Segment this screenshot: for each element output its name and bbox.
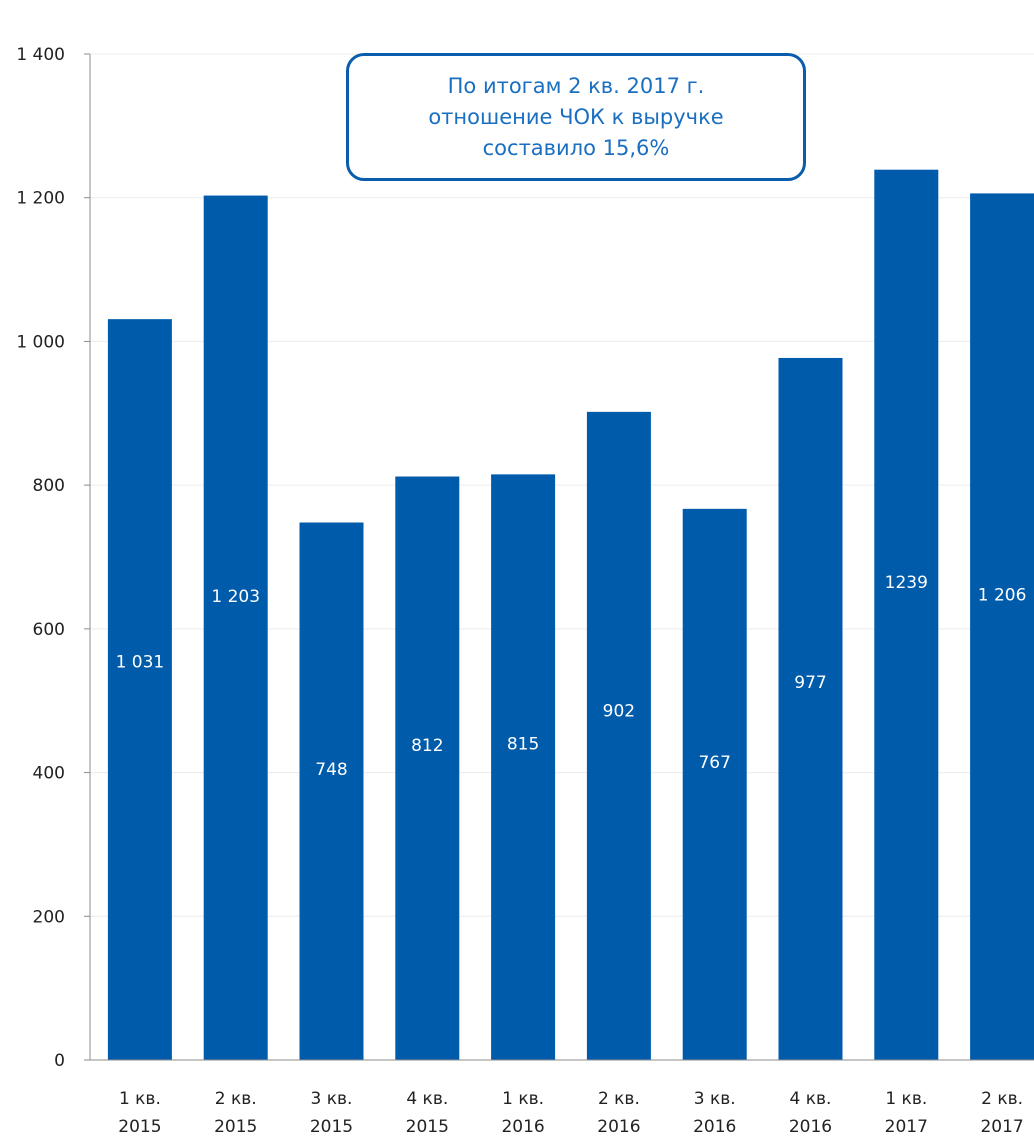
- annotation-line-1: По итогам 2 кв. 2017 г.: [447, 73, 705, 98]
- x-axis: 1 кв. 2015 2 кв. 2015 3 кв. 2015 4 кв. 2015 1 кв…: [118, 1089, 1023, 1137]
- bar: [491, 474, 556, 1061]
- x-category-label: 2015: [310, 1117, 353, 1137]
- x-category-label: 2015: [214, 1117, 257, 1137]
- x-category-label: 4 кв.: [406, 1089, 448, 1109]
- bar: [874, 169, 939, 1060]
- bar: [203, 195, 268, 1060]
- data-label: 902: [603, 701, 635, 721]
- x-category-label: 2015: [118, 1117, 161, 1137]
- annotation-line-3: составило 15,6%: [482, 135, 670, 160]
- bar: [682, 508, 747, 1060]
- x-category-label: 2016: [597, 1117, 640, 1137]
- y-tick-label: 200: [33, 907, 65, 927]
- x-category-label: 2017: [980, 1117, 1023, 1137]
- x-category-label: 2 кв.: [981, 1089, 1023, 1109]
- x-category-label: 2016: [501, 1117, 544, 1137]
- y-tick-label: 0: [54, 1051, 65, 1071]
- x-category-label: 1 кв.: [502, 1089, 544, 1109]
- x-category-label: 2016: [693, 1117, 736, 1137]
- data-label: 767: [698, 753, 730, 773]
- y-tick-label: 400: [33, 764, 65, 784]
- bar: [299, 522, 364, 1060]
- y-tick-label: 800: [33, 476, 65, 496]
- x-category-label: 2015: [406, 1117, 449, 1137]
- x-category-label: 2 кв.: [215, 1089, 257, 1109]
- bar: [107, 319, 172, 1061]
- bar: [586, 411, 651, 1060]
- x-category-label: 2016: [789, 1117, 832, 1137]
- data-label: 812: [411, 736, 443, 756]
- x-category-label: 2 кв.: [598, 1089, 640, 1109]
- y-tick-label: 1 000: [16, 332, 65, 352]
- data-label: 1239: [885, 573, 928, 593]
- data-label: 748: [315, 760, 347, 780]
- data-label: 1 203: [211, 587, 260, 607]
- data-labels: 1 031 1 203 748 812 815 902 767 977 1239 1 206: [116, 573, 1027, 780]
- data-label: 1 206: [978, 586, 1027, 606]
- data-label: 977: [794, 673, 826, 693]
- x-category-label: 4 кв.: [790, 1089, 832, 1109]
- x-category-label: 1 кв.: [119, 1089, 161, 1109]
- bar: [778, 357, 843, 1061]
- annotation-callout: По итогам 2 кв. 2017 г. отношение ЧОК к …: [346, 53, 806, 181]
- x-category-label: 2017: [885, 1117, 928, 1137]
- x-category-label: 3 кв.: [311, 1089, 353, 1109]
- bar: [970, 193, 1034, 1061]
- y-axis: 0 200 400 600 800 1 000 1 200 1 400: [16, 45, 1034, 1071]
- data-label: 1 031: [116, 652, 165, 672]
- y-tick-label: 1 200: [16, 189, 65, 209]
- bars: [107, 169, 1034, 1061]
- data-label: 815: [507, 735, 539, 755]
- bar: [395, 476, 460, 1060]
- x-category-label: 1 кв.: [885, 1089, 927, 1109]
- annotation-line-2: отношение ЧОК к выручке: [428, 104, 724, 129]
- y-tick-label: 1 400: [16, 45, 65, 65]
- x-category-label: 3 кв.: [694, 1089, 736, 1109]
- y-tick-label: 600: [33, 620, 65, 640]
